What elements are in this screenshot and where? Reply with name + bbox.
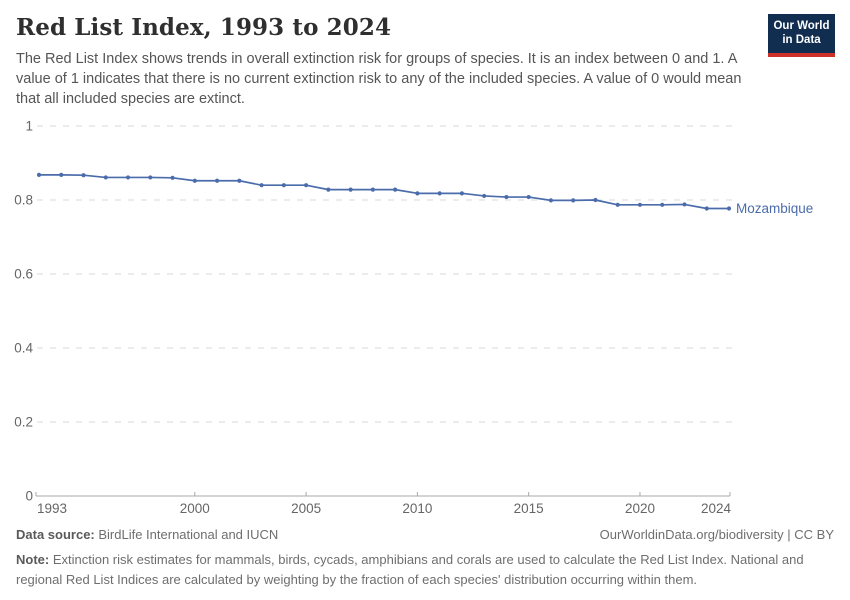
- data-point: [593, 197, 598, 203]
- y-tick-label: 0.4: [14, 341, 33, 356]
- data-point: [103, 175, 108, 180]
- data-point: [348, 187, 353, 192]
- data-point: [637, 202, 643, 207]
- data-point: [571, 198, 576, 203]
- data-point: [726, 206, 732, 211]
- x-tick-label: 2010: [402, 501, 432, 516]
- data-source-label: Data source:: [16, 527, 95, 542]
- x-tick-label: 1993: [37, 501, 67, 516]
- note-text: Extinction risk estimates for mammals, b…: [16, 552, 804, 587]
- chart-title: Red List Index, 1993 to 2024: [16, 14, 392, 41]
- y-tick-label: 0.6: [14, 267, 33, 282]
- data-point: [125, 175, 131, 180]
- data-source: Data source: BirdLife International and …: [16, 527, 278, 542]
- data-source-text: BirdLife International and IUCN: [94, 527, 279, 542]
- x-tick-label: 2015: [514, 501, 544, 516]
- data-point: [704, 206, 709, 211]
- series-label[interactable]: Mozambique: [736, 201, 813, 216]
- chart-header: Red List Index, 1993 to 2024 The Red Lis…: [0, 0, 850, 109]
- data-point: [281, 183, 286, 188]
- data-point: [259, 183, 264, 188]
- data-point: [615, 202, 620, 207]
- owid-logo[interactable]: Our World in Data: [768, 14, 835, 57]
- chart-footer: Data source: BirdLife International and …: [16, 527, 834, 589]
- data-point: [459, 191, 465, 196]
- x-tick-label: 2024: [701, 501, 732, 516]
- data-point: [437, 191, 442, 196]
- y-tick-label: 0.2: [14, 415, 33, 430]
- line-chart[interactable]: 0 0.2 0.4 0.6 0.8 1 1993 2000 2005 2010 2015 2020 20…: [0, 110, 850, 530]
- data-point: [214, 178, 220, 183]
- data-point: [504, 194, 509, 200]
- data-point: [237, 178, 242, 183]
- owid-logo-line2: in Data: [782, 34, 821, 47]
- data-point: [370, 187, 375, 192]
- owid-logo-line1: Our World: [773, 20, 830, 32]
- data-point: [59, 172, 64, 177]
- y-tick-label: 0.8: [14, 193, 33, 208]
- data-point: [415, 191, 420, 196]
- data-point: [81, 173, 86, 178]
- data-point: [682, 202, 687, 207]
- y-tick-label: 1: [25, 119, 33, 134]
- x-tick-label: 2000: [180, 501, 210, 516]
- chart-subtitle: The Red List Index shows trends in overa…: [16, 51, 742, 107]
- data-line[interactable]: [38, 173, 730, 210]
- data-point: [660, 202, 665, 207]
- x-tick-label: 2020: [625, 501, 655, 516]
- data-point: [192, 178, 197, 183]
- data-point: [548, 198, 554, 203]
- chart-note: Note: Extinction risk estimates for mamm…: [16, 550, 834, 589]
- data-point: [36, 172, 42, 177]
- data-point: [170, 175, 175, 180]
- attribution-link[interactable]: OurWorldinData.org/biodiversity | CC BY: [599, 527, 834, 542]
- data-point: [393, 187, 398, 192]
- x-tick-label: 2005: [291, 501, 321, 516]
- data-point: [526, 194, 531, 200]
- y-tick-label: 0: [25, 489, 33, 504]
- data-point: [482, 193, 487, 199]
- data-point: [303, 183, 309, 188]
- data-point: [148, 175, 153, 180]
- data-point: [326, 187, 331, 192]
- note-label: Note:: [16, 552, 50, 567]
